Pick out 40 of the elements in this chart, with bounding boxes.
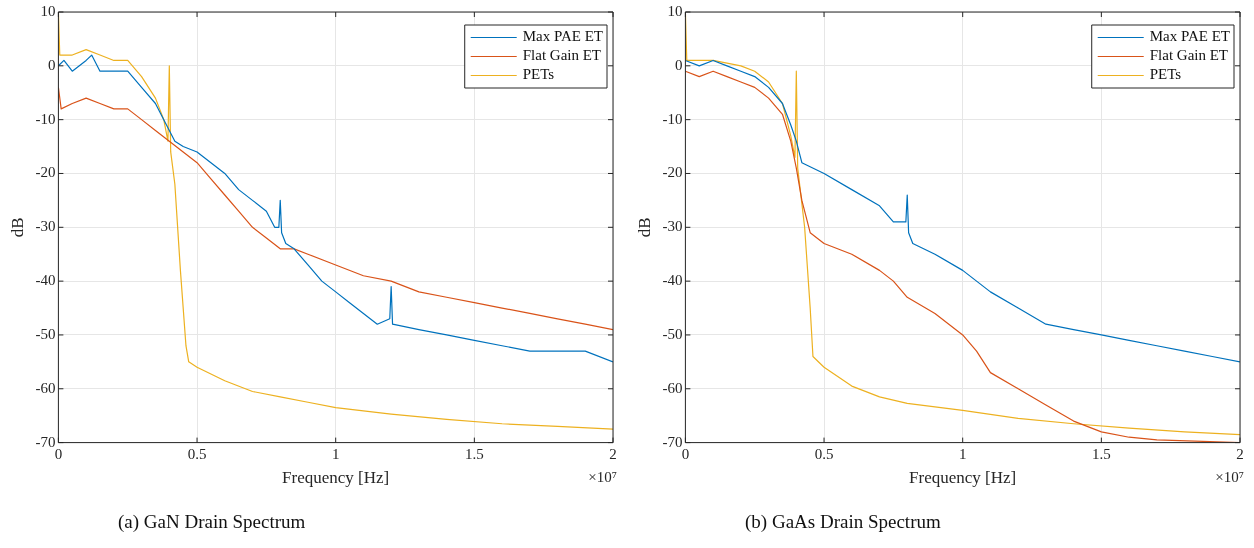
x-tick-label: 1.5	[1091, 445, 1111, 462]
x-tick-label: 1	[331, 445, 340, 462]
x-tick-label: 0.5	[187, 445, 207, 462]
y-tick-label: 0	[674, 56, 683, 73]
x-tick-label: 1	[958, 445, 967, 462]
y-tick-label: -50	[35, 325, 56, 342]
y-tick-label: -20	[35, 164, 56, 181]
legend-label: Flat Gain ET	[1149, 47, 1229, 64]
legend-label: PETs	[1149, 66, 1182, 83]
y-tick-label: -60	[35, 379, 56, 396]
y-tick-label: -10	[35, 110, 56, 127]
y-tick-label: -30	[35, 218, 56, 235]
x-tick-label: 1.5	[464, 445, 484, 462]
legend-label: PETs	[522, 66, 555, 83]
y-tick-label: -20	[662, 164, 683, 181]
x-axis-title: Frequency [Hz]	[909, 468, 1017, 488]
x-tick-label: 2	[1236, 445, 1244, 462]
y-tick-label: -60	[662, 379, 683, 396]
x-tick-label: 2	[609, 445, 617, 462]
legend-label: Max PAE ET	[1149, 28, 1230, 45]
y-tick-label: 10	[40, 2, 56, 19]
y-tick-label: -30	[662, 218, 683, 235]
legend-label: Flat Gain ET	[522, 47, 602, 64]
y-tick-label: -40	[662, 272, 683, 289]
y-tick-label: 0	[47, 56, 56, 73]
legend-label: Max PAE ET	[522, 28, 603, 45]
y-tick-label: 10	[667, 2, 683, 19]
y-tick-label: -50	[662, 325, 683, 342]
y-tick-label: -70	[662, 433, 683, 450]
text: (a) GaN Drain Spectrum	[118, 511, 307, 533]
text: (b) GaAs Drain Spectrum	[745, 511, 942, 533]
y-axis-title: dB	[634, 217, 654, 238]
text: ×10⁷	[1215, 469, 1244, 486]
x-axis-title: Frequency [Hz]	[282, 468, 390, 488]
text: ×10⁷	[588, 469, 617, 486]
y-tick-label: -10	[662, 110, 683, 127]
y-axis-title: dB	[7, 217, 27, 238]
y-tick-label: -40	[35, 272, 56, 289]
y-tick-label: -70	[35, 433, 56, 450]
x-tick-label: 0.5	[814, 445, 834, 462]
